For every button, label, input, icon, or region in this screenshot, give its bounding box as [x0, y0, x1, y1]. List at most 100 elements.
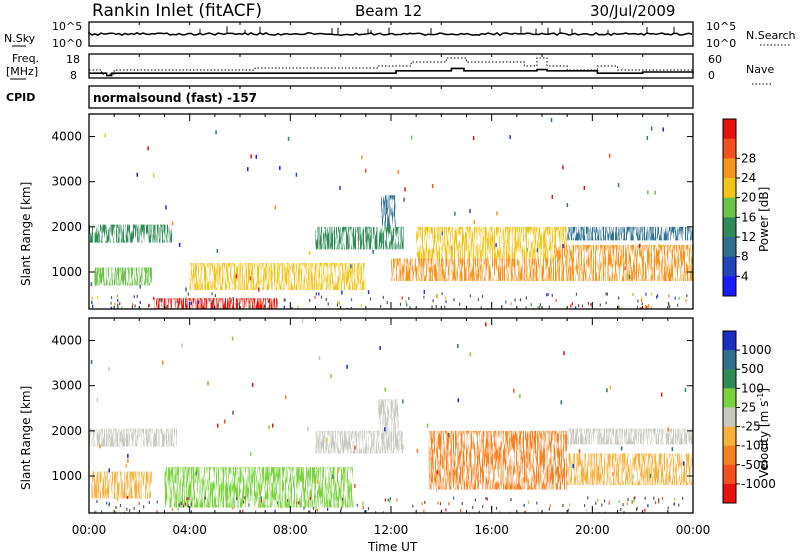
scatter-point: [180, 501, 182, 505]
scatter-point: [436, 294, 438, 299]
scatter-point: [152, 173, 155, 178]
cpid-label: CPID: [6, 91, 35, 104]
scatter-point: [188, 496, 190, 500]
scatter-point: [337, 301, 339, 305]
freq-unit: [MHz]: [6, 65, 38, 78]
scatter-point: [195, 471, 197, 476]
scatter-point: [617, 183, 620, 188]
scatter-point: [181, 343, 183, 348]
scatter-point: [562, 503, 564, 507]
scatter-point: [403, 197, 405, 202]
scatter-point: [332, 474, 334, 479]
scatter-point: [435, 304, 437, 308]
scatter-point: [104, 133, 106, 138]
scatter-point: [644, 496, 646, 500]
time-tick-label: 00:00: [676, 523, 711, 537]
scatter-point: [186, 497, 188, 501]
scatter-point: [330, 373, 332, 378]
scatter-point: [350, 306, 352, 309]
scatter-point: [327, 302, 329, 306]
scatter-point: [379, 304, 382, 308]
scatter-point: [303, 506, 305, 510]
time-tick-label: 12:00: [374, 523, 409, 537]
scatter-point: [121, 306, 123, 309]
scatter-point: [620, 446, 623, 451]
scatter-point: [165, 205, 167, 210]
scatter-point: [387, 498, 389, 502]
scatter-point: [309, 510, 311, 513]
colorbar-label: 28: [741, 151, 756, 165]
scatter-point: [185, 297, 187, 301]
scatter-point: [283, 305, 285, 309]
scatter-point: [402, 445, 404, 450]
scatter-point: [316, 508, 319, 512]
scatter-point: [480, 306, 482, 309]
scatter-point: [524, 510, 526, 513]
scatter-point: [637, 299, 639, 303]
scatter-point: [178, 503, 180, 507]
nsky-panel: [88, 21, 694, 47]
scatter-point: [268, 307, 270, 309]
nsky-tick-top: 10^5: [52, 20, 82, 33]
colorbar-segment: [723, 407, 736, 428]
scatter-point: [320, 501, 322, 505]
colorbar-label: -1000: [741, 477, 776, 491]
nsky-tick-bottom: 10^0: [52, 37, 82, 50]
colorbar-label: 8: [741, 250, 749, 264]
data-band: [315, 226, 404, 250]
scatter-point: [208, 298, 210, 302]
scatter-point: [627, 498, 629, 502]
scatter-point: [633, 499, 635, 503]
data-band: [567, 428, 693, 445]
scatter-point: [437, 501, 439, 505]
scatter-point: [177, 507, 179, 511]
colorbar-segment: [723, 388, 736, 408]
data-band: [189, 262, 366, 291]
scatter-point: [628, 274, 631, 279]
data-band: [428, 430, 568, 490]
scatter-point: [320, 295, 323, 299]
scatter-point: [478, 510, 480, 513]
scatter-point: [238, 302, 240, 306]
scatter-point: [661, 496, 664, 500]
scatter-point: [550, 118, 553, 123]
colorbar-label: -500: [741, 458, 768, 472]
nave-label: Nave: [746, 63, 774, 76]
scatter-point: [386, 301, 388, 305]
scatter-point: [519, 298, 522, 302]
scatter-point: [560, 400, 563, 405]
scatter-point: [423, 289, 426, 294]
scatter-point: [662, 127, 664, 132]
scatter-point: [469, 209, 471, 214]
scatter-point: [127, 458, 129, 463]
scatter-point: [185, 287, 187, 292]
scatter-point: [474, 498, 477, 502]
scatter-point: [603, 499, 606, 503]
scatter-point: [298, 501, 300, 505]
scatter-point: [605, 301, 607, 305]
scatter-point: [114, 302, 116, 306]
scatter-point: [133, 295, 135, 299]
scatter-point: [119, 504, 122, 508]
scatter-point: [254, 510, 257, 513]
data-band: [91, 471, 152, 499]
power-scale-title: Power [dB]: [757, 187, 771, 252]
scatter-point: [626, 502, 628, 506]
scatter-point: [101, 510, 103, 513]
scatter-point: [654, 190, 656, 195]
scatter-point: [214, 294, 217, 298]
scatter-point: [622, 503, 624, 507]
scatter-point: [426, 423, 429, 428]
scatter-point: [362, 502, 364, 506]
scatter-point: [244, 496, 246, 500]
colorbar-frame: [722, 118, 737, 297]
scatter-point: [171, 221, 174, 226]
scatter-point: [116, 294, 118, 298]
scatter-point: [211, 292, 213, 296]
scatter-point: [435, 488, 438, 493]
scatter-point: [620, 307, 623, 309]
scatter-point: [384, 427, 386, 432]
scatter-point: [182, 504, 185, 508]
scatter-point: [537, 508, 539, 512]
scatter-point: [125, 463, 128, 468]
